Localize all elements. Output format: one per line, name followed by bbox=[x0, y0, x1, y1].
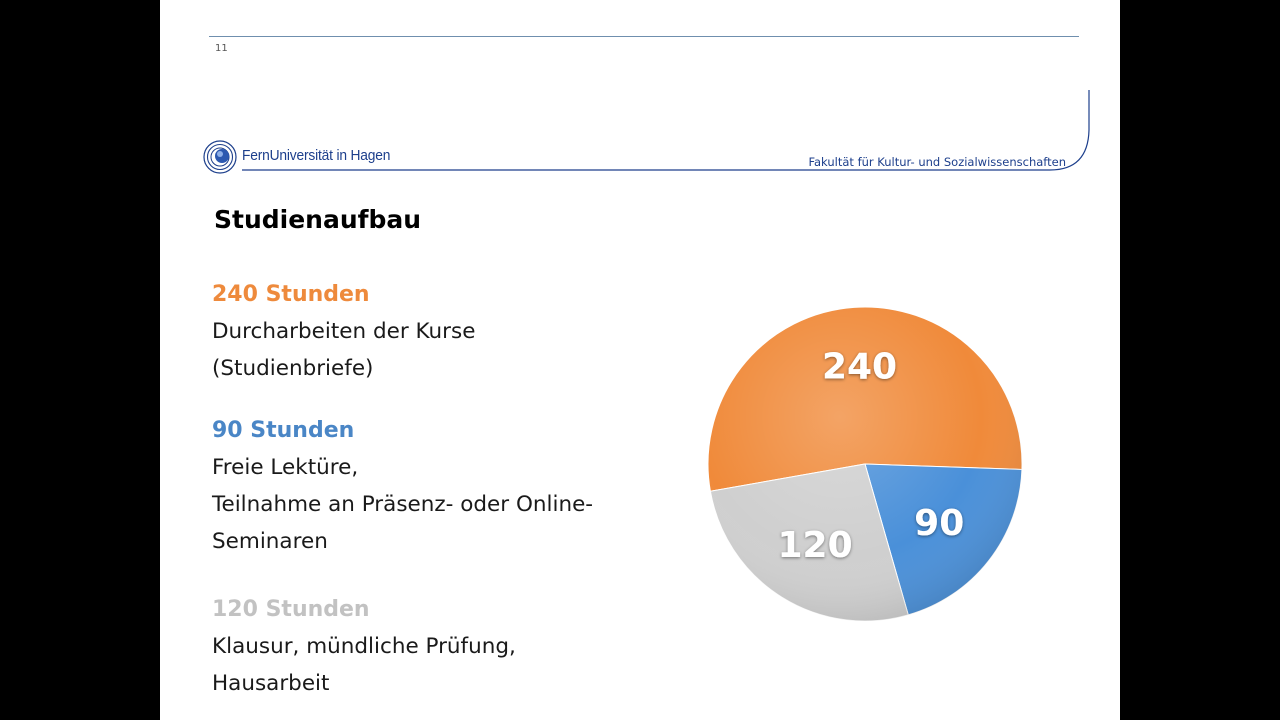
pie-label-120: 120 bbox=[778, 525, 853, 566]
slide-title: Studienaufbau bbox=[214, 205, 422, 234]
item-description: Freie Lektüre, Teilnahme an Präsenz- ode… bbox=[212, 455, 594, 554]
faculty-name: Fakultät für Kultur- und Sozialwissensch… bbox=[808, 155, 1066, 169]
item-120: 120 Stunden Klausur, mündliche Prüfung, … bbox=[212, 591, 516, 702]
item-heading: 90 Stunden bbox=[212, 418, 355, 443]
item-description: Klausur, mündliche Prüfung, Hausarbeit bbox=[212, 634, 516, 696]
pie-label-240: 240 bbox=[822, 347, 897, 388]
item-240: 240 Stunden Durcharbeiten der Kurse (Stu… bbox=[212, 276, 475, 387]
page-number: 11 bbox=[215, 43, 228, 54]
item-heading: 240 Stunden bbox=[212, 282, 370, 307]
slide: 11 FernUniversität in Hagen Fakultät für… bbox=[160, 0, 1120, 720]
pie-label-90: 90 bbox=[914, 503, 964, 544]
header-graphics bbox=[203, 90, 1090, 174]
university-name: FernUniversität in Hagen bbox=[242, 147, 391, 164]
item-90: 90 Stunden Freie Lektüre, Teilnahme an P… bbox=[212, 412, 593, 560]
top-divider bbox=[209, 36, 1079, 37]
item-heading: 120 Stunden bbox=[212, 597, 370, 622]
fernuni-logo-icon bbox=[203, 140, 237, 174]
item-description: Durcharbeiten der Kurse (Studienbriefe) bbox=[212, 319, 476, 381]
pie-chart-svg: 240 90 120 bbox=[707, 306, 1023, 622]
pie-chart: 240 90 120 bbox=[700, 296, 1030, 640]
